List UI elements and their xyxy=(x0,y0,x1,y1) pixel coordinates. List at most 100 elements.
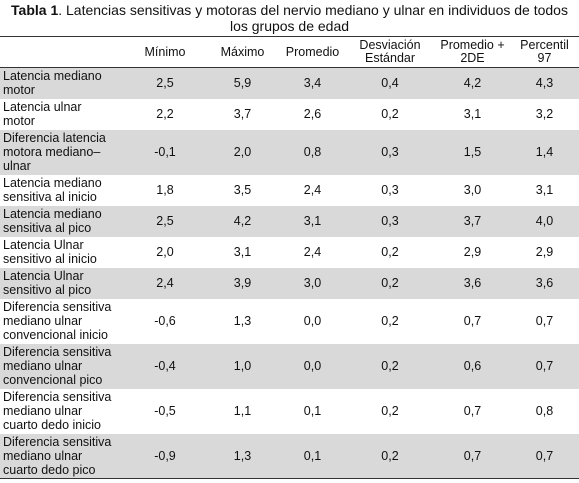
cell-value: 3,7 xyxy=(233,107,252,121)
table-row: Latencia mediano motor 2,5 5,9 3,4 0,4 4,2 4,3 xyxy=(0,67,579,99)
cell-value: 0,2 xyxy=(381,404,399,418)
cell-value: 0,7 xyxy=(535,314,554,328)
cell-value: 0,1 xyxy=(303,404,322,418)
cell-value: 2,0 xyxy=(233,145,252,159)
cell-value: 0,0 xyxy=(303,359,322,373)
cell-value: 2,6 xyxy=(303,107,322,121)
column-header: Percentil 97 xyxy=(520,38,569,65)
cell-value: 0,7 xyxy=(463,314,482,328)
cell-value: 4,2 xyxy=(233,214,252,228)
cell-value: 1,4 xyxy=(535,145,554,159)
cell-value: 1,8 xyxy=(156,183,174,197)
table-row: Diferencia sensitiva mediano ulnar cuart… xyxy=(0,433,579,479)
row-label: Latencia mediano motor xyxy=(3,69,102,98)
cell-value: 3,9 xyxy=(233,276,252,290)
cell-value: 3,1 xyxy=(535,183,554,197)
row-label: Latencia ulnar motor xyxy=(3,100,82,128)
cell-value: 1,1 xyxy=(233,404,252,418)
cell-value: 3,5 xyxy=(233,183,252,197)
cell-value: 1,3 xyxy=(233,448,252,463)
data-table: Mínimo Máximo Promedio Desviación Estándar P… xyxy=(0,36,579,479)
cell-value: 0,3 xyxy=(381,214,399,228)
title-label: Tabla 1 xyxy=(11,2,59,18)
cell-value: 0,2 xyxy=(381,276,399,290)
cell-value: 3,0 xyxy=(463,183,482,197)
column-header: Máximo xyxy=(220,44,265,59)
row-label: Latencia Ulnar sensitivo al inicio xyxy=(3,238,97,266)
cell-value: 2,4 xyxy=(303,183,322,197)
table-body: Latencia mediano motor 2,5 5,9 3,4 0,4 4,2 4,3… xyxy=(0,67,579,479)
table-row: Latencia mediano sensitiva al inicio 1,8 3… xyxy=(0,175,579,206)
cell-value: 0,8 xyxy=(535,404,554,418)
table-header: Mínimo Máximo Promedio Desviación Estándar P… xyxy=(0,36,579,68)
cell-value: 2,5 xyxy=(156,76,174,91)
row-label: Latencia mediano sensitiva al pico xyxy=(3,207,102,235)
cell-value: 0,4 xyxy=(381,76,399,91)
cell-value: 2,0 xyxy=(156,245,174,259)
cell-value: 0,1 xyxy=(303,448,322,463)
table-row: Latencia ulnar motor 2,2 3,7 2,6 0,2 3,1 3,2 xyxy=(0,99,579,130)
cell-value: 5,9 xyxy=(233,76,252,91)
cell-value: 0,2 xyxy=(381,245,399,259)
cell-value: 2,9 xyxy=(535,245,554,259)
cell-value: 3,1 xyxy=(303,214,322,228)
table-row: Latencia Ulnar sensitivo al pico 2,4 3,9 3,… xyxy=(0,267,579,299)
table-row: Diferencia sensitiva mediano ulnar conve… xyxy=(0,343,579,389)
column-header: Promedio + 2DE xyxy=(440,38,505,65)
cell-value: -0,4 xyxy=(154,359,176,373)
cell-value: 0,3 xyxy=(381,145,399,159)
row-label: Latencia mediano sensitiva al inicio xyxy=(3,176,102,204)
cell-value: 3,1 xyxy=(463,107,482,121)
cell-value: 1,5 xyxy=(463,145,482,159)
column-header: Desviación Estándar xyxy=(359,38,421,65)
row-label: Latencia Ulnar sensitivo al pico xyxy=(3,269,92,297)
table-row: Diferencia sensitiva mediano ulnar cuart… xyxy=(0,389,579,434)
cell-value: 0,2 xyxy=(381,314,399,328)
header-row: Mínimo Máximo Promedio Desviación Estándar P… xyxy=(0,36,579,68)
table-row: Diferencia sensitiva mediano ulnar conve… xyxy=(0,299,579,344)
cell-value: 0,8 xyxy=(303,145,322,159)
cell-value: 1,0 xyxy=(233,359,252,373)
cell-value: 0,2 xyxy=(381,448,399,463)
table-row: Latencia Ulnar sensitivo al inicio 2,0 3,1… xyxy=(0,237,579,268)
cell-value: -0,9 xyxy=(154,448,176,463)
cell-value: 3,1 xyxy=(233,245,252,259)
row-label: Diferencia sensitiva mediano ulnar conve… xyxy=(3,345,112,387)
cell-value: 3,0 xyxy=(303,276,322,290)
cell-value: 4,3 xyxy=(535,76,554,91)
cell-value: 3,4 xyxy=(303,76,322,91)
cell-value: 3,2 xyxy=(535,107,554,121)
cell-value: 2,4 xyxy=(303,245,322,259)
cell-value: 0,7 xyxy=(463,404,482,418)
cell-value: 0,7 xyxy=(535,359,554,373)
column-header: Mínimo xyxy=(144,44,186,59)
table-row: Latencia mediano sensitiva al pico 2,5 4,2… xyxy=(0,205,579,237)
cell-value: 0,7 xyxy=(463,448,482,463)
cell-value: 0,2 xyxy=(381,107,399,121)
title-text: . Latencias sensitivas y motoras del ner… xyxy=(58,2,568,34)
cell-value: 3,6 xyxy=(463,276,482,290)
table-title: Tabla 1. Latencias sensitivas y motoras … xyxy=(0,0,579,36)
cell-value: 2,9 xyxy=(463,245,482,259)
cell-value: 0,2 xyxy=(381,359,399,373)
cell-value: 2,5 xyxy=(156,214,174,228)
cell-value: 4,0 xyxy=(535,214,554,228)
column-header: Promedio xyxy=(285,44,340,59)
row-label: Diferencia sensitiva mediano ulnar conve… xyxy=(3,300,112,342)
cell-value: 4,2 xyxy=(463,76,482,91)
cell-value: 0,0 xyxy=(303,314,322,328)
row-label: Diferencia sensitiva mediano ulnar cuart… xyxy=(3,434,112,477)
cell-value: 3,6 xyxy=(535,276,554,290)
cell-value: 0,6 xyxy=(463,359,482,373)
cell-value: -0,1 xyxy=(154,145,176,159)
cell-value: 0,3 xyxy=(381,183,399,197)
cell-value: 2,2 xyxy=(156,107,174,121)
table-row: Diferencia latencia motora mediano– ulna… xyxy=(0,129,579,175)
cell-value: -0,5 xyxy=(154,404,176,418)
row-label: Diferencia sensitiva mediano ulnar cuart… xyxy=(3,390,112,432)
row-label: Diferencia latencia motora mediano– ulna… xyxy=(3,131,106,173)
cell-value: 3,7 xyxy=(463,214,482,228)
cell-value: -0,6 xyxy=(154,314,176,328)
